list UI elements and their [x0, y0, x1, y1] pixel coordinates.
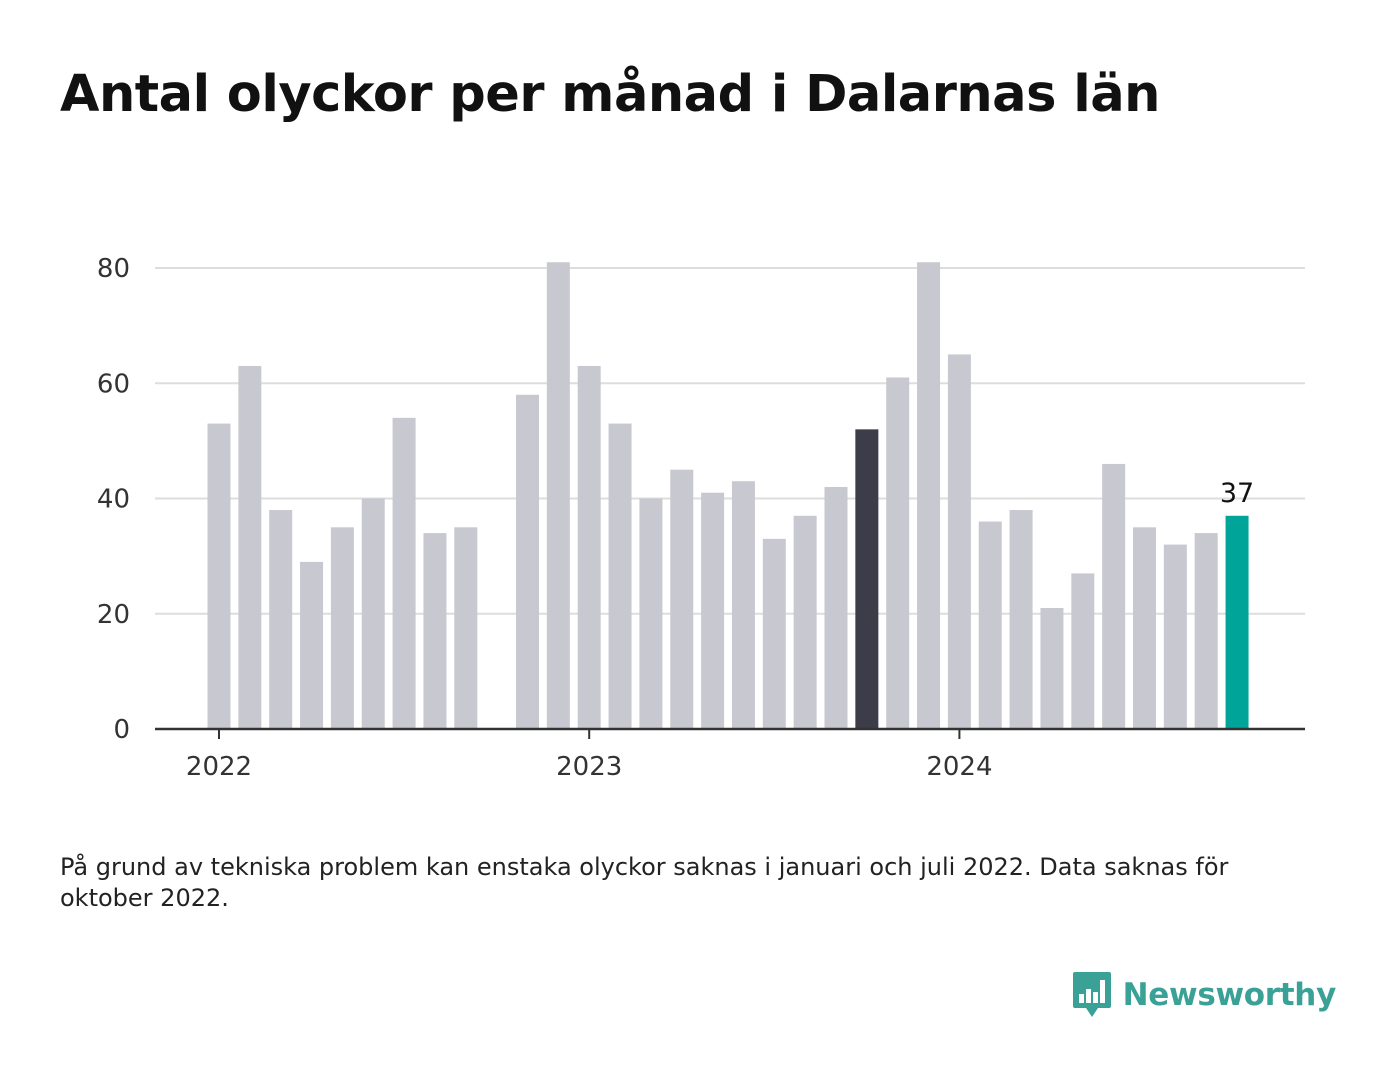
bar	[1133, 527, 1156, 729]
bar	[516, 394, 539, 729]
bar	[1194, 533, 1218, 729]
bar	[1009, 510, 1033, 729]
bar	[300, 561, 324, 729]
bar	[639, 498, 663, 729]
x-tick-label: 2024	[926, 752, 992, 782]
bar	[762, 538, 786, 729]
chart-title: Antal olyckor per månad i Dalarnas län	[60, 65, 1160, 124]
bar	[546, 262, 570, 729]
y-tick-label: 60	[97, 369, 130, 399]
bar	[1102, 463, 1126, 729]
bar	[1071, 573, 1095, 729]
bar	[330, 527, 354, 729]
y-tick-label: 80	[97, 254, 130, 284]
bar	[701, 492, 725, 729]
bar	[731, 481, 755, 729]
bar	[207, 423, 231, 729]
bar	[1225, 515, 1249, 729]
bar	[608, 423, 632, 729]
latest-value-label: 37	[1220, 478, 1254, 509]
y-tick-label: 40	[97, 485, 130, 515]
bar	[670, 469, 694, 729]
bar	[454, 527, 478, 729]
bar	[238, 365, 262, 729]
bar	[793, 515, 817, 729]
bar	[1040, 607, 1064, 729]
bar	[978, 521, 1002, 729]
x-tick-label: 2022	[186, 752, 252, 782]
y-tick-label: 20	[97, 600, 130, 630]
bar	[392, 417, 416, 729]
bar-chart: 0 20 40 60 80 2022 2023 2024 37	[97, 254, 1305, 782]
x-tick-label: 2023	[556, 752, 622, 782]
bar	[577, 365, 601, 729]
newsworthy-logo-icon	[1072, 972, 1111, 1017]
footnote: På grund av tekniska problem kan enstaka…	[60, 853, 1229, 912]
bar	[361, 498, 385, 729]
bar	[855, 429, 879, 729]
bar	[886, 377, 910, 729]
y-tick-label: 0	[113, 715, 130, 745]
bar	[824, 486, 848, 729]
bar	[917, 262, 941, 729]
bar	[947, 354, 971, 729]
bar	[269, 510, 293, 729]
brand-name: Newsworthy	[1122, 977, 1337, 1013]
brand-logo: Newsworthy	[1071, 970, 1336, 1020]
bar	[423, 533, 447, 729]
bar	[1163, 544, 1187, 729]
